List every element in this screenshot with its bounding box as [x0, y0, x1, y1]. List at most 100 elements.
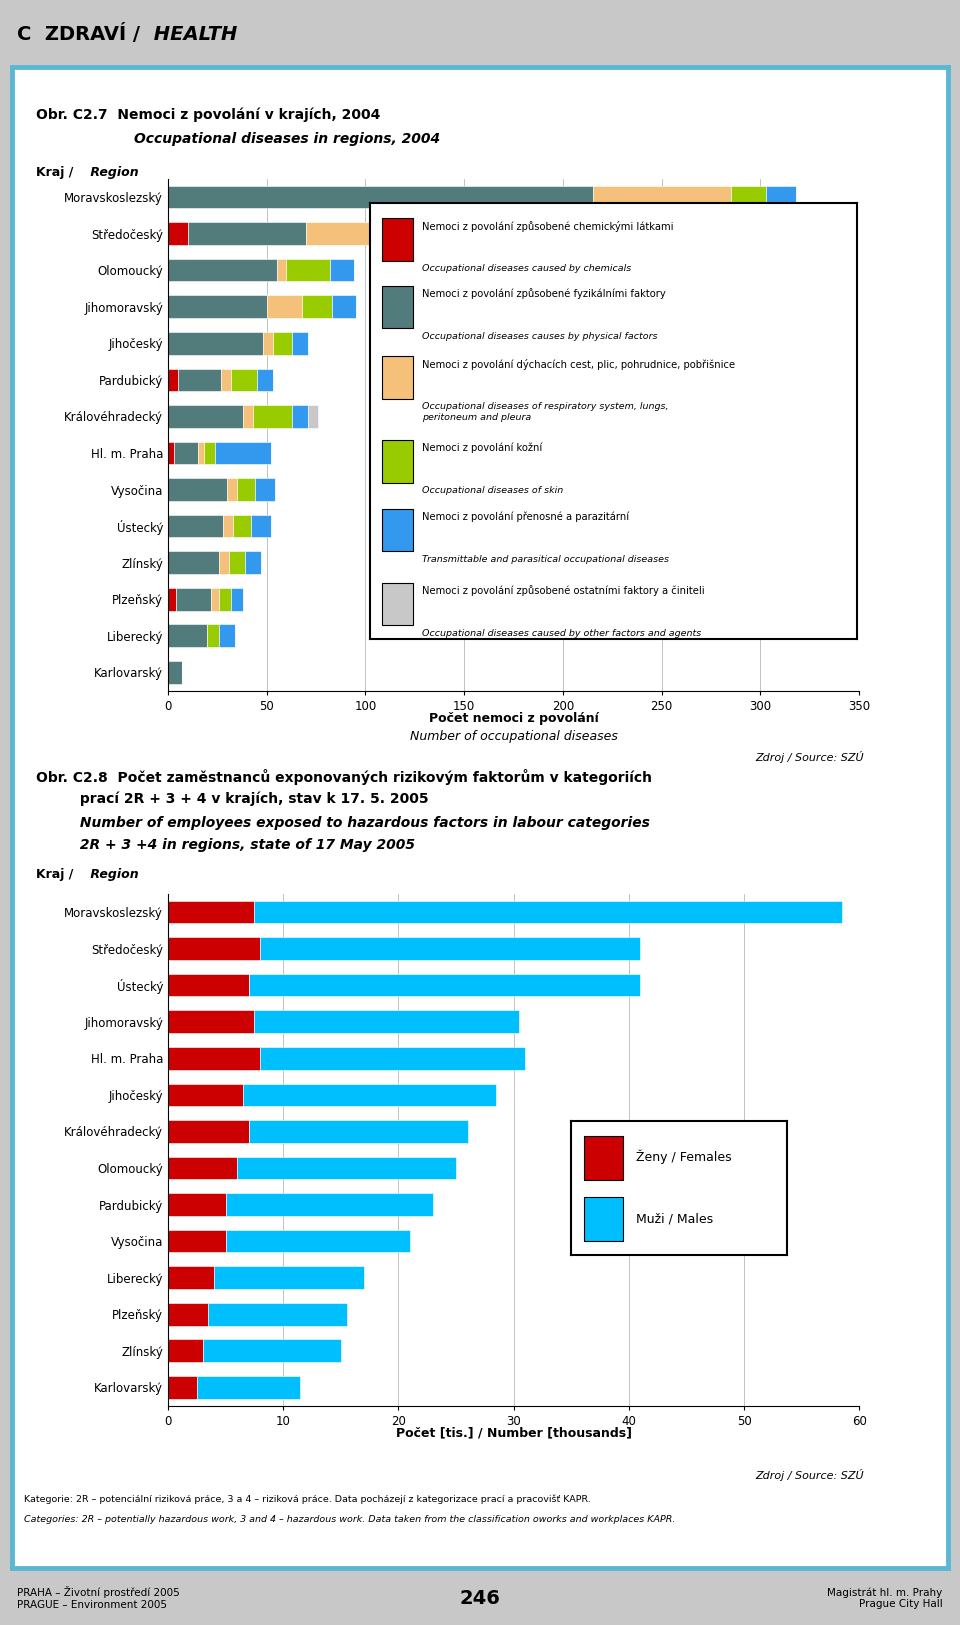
Bar: [273, 332, 293, 354]
Bar: [168, 478, 228, 500]
Text: Kraj /: Kraj /: [36, 166, 74, 179]
Text: C  ZDRAVÍ /: C ZDRAVÍ /: [17, 24, 140, 44]
Text: Occupational diseases causes by physical factors: Occupational diseases causes by physical…: [422, 332, 658, 341]
Text: HEALTH: HEALTH: [147, 24, 237, 44]
Bar: [168, 223, 188, 245]
Bar: [168, 1011, 254, 1034]
Text: Occupational diseases caused by chemicals: Occupational diseases caused by chemical…: [422, 265, 632, 273]
Bar: [168, 369, 178, 392]
Bar: [198, 442, 204, 465]
Bar: [382, 583, 414, 626]
Text: Transmittable and parasitical occupational diseases: Transmittable and parasitical occupation…: [422, 554, 669, 564]
Bar: [382, 218, 414, 262]
Bar: [207, 624, 219, 647]
Bar: [168, 1339, 203, 1362]
Bar: [168, 1303, 208, 1326]
Bar: [382, 356, 414, 398]
Bar: [584, 1198, 623, 1242]
Bar: [237, 1157, 456, 1180]
Text: Nemoci z povolání dýchacích cest, plic, pohrudnice, pobřišnice: Nemoci z povolání dýchacích cest, plic, …: [422, 359, 735, 369]
Text: Nemoci z povolání způsobené ostatními faktory a činiteli: Nemoci z povolání způsobené ostatními fa…: [422, 585, 705, 596]
Bar: [168, 551, 219, 574]
Bar: [168, 332, 263, 354]
Bar: [286, 258, 330, 281]
Bar: [168, 1376, 197, 1399]
Bar: [276, 258, 286, 281]
Text: Occupational diseases in regions, 2004: Occupational diseases in regions, 2004: [134, 132, 441, 146]
Bar: [251, 515, 271, 538]
Bar: [249, 973, 640, 996]
Bar: [306, 223, 465, 245]
Text: Nemoci z povolání způsobené fyzikálními faktory: Nemoci z povolání způsobené fyzikálními …: [422, 288, 666, 299]
Bar: [214, 1266, 364, 1289]
Text: Obr. C2.8  Počet zaměstnanců exponovaných rizikovým faktorům v kategoriích: Obr. C2.8 Počet zaměstnanců exponovaných…: [36, 769, 653, 785]
Bar: [254, 900, 842, 923]
Bar: [168, 515, 224, 538]
Bar: [168, 900, 254, 923]
Text: Kraj /: Kraj /: [36, 868, 74, 881]
Text: prací 2R + 3 + 4 v krajích, stav k 17. 5. 2005: prací 2R + 3 + 4 v krajích, stav k 17. 5…: [36, 791, 429, 806]
Bar: [168, 1230, 226, 1253]
Bar: [211, 588, 219, 611]
Text: Nemoci z povolání kožní: Nemoci z povolání kožní: [422, 442, 542, 453]
Text: Occupational diseases of respiratory system, lungs,
peritoneum and pleura: Occupational diseases of respiratory sys…: [422, 401, 669, 421]
Text: 246: 246: [460, 1589, 500, 1607]
Bar: [382, 440, 414, 483]
Bar: [226, 1193, 433, 1216]
Bar: [229, 551, 245, 574]
Bar: [249, 1120, 468, 1142]
Bar: [243, 1084, 496, 1107]
Bar: [168, 258, 276, 281]
Text: Obr. C2.7  Nemoci z povolání v krajích, 2004: Obr. C2.7 Nemoci z povolání v krajích, 2…: [36, 107, 381, 122]
Bar: [215, 442, 271, 465]
Bar: [208, 1303, 347, 1326]
Bar: [168, 1084, 243, 1107]
Bar: [237, 478, 255, 500]
Bar: [231, 588, 243, 611]
Bar: [168, 1193, 226, 1216]
Bar: [168, 1046, 260, 1069]
Text: Počet nemoci z povolání: Počet nemoci z povolání: [429, 712, 598, 725]
Bar: [219, 588, 231, 611]
Bar: [168, 1266, 214, 1289]
Bar: [245, 551, 261, 574]
Bar: [188, 223, 306, 245]
Bar: [308, 405, 318, 427]
Bar: [168, 973, 249, 996]
Text: 2R + 3 +4 in regions, state of 17 May 2005: 2R + 3 +4 in regions, state of 17 May 20…: [36, 838, 416, 853]
Bar: [168, 938, 260, 960]
Bar: [197, 1376, 300, 1399]
Text: Zdroj / Source: SZÚ: Zdroj / Source: SZÚ: [756, 1469, 864, 1480]
Bar: [243, 405, 252, 427]
Text: Categories: 2R – potentially hazardous work, 3 and 4 – hazardous work. Data take: Categories: 2R – potentially hazardous w…: [24, 1514, 676, 1524]
Bar: [766, 185, 796, 208]
Text: Occupational diseases caused by other factors and agents: Occupational diseases caused by other fa…: [422, 629, 702, 637]
Bar: [330, 258, 353, 281]
Text: Ženy / Females: Ženy / Females: [636, 1150, 732, 1165]
Bar: [500, 223, 536, 245]
Bar: [168, 405, 243, 427]
Bar: [267, 296, 302, 318]
Text: Zdroj / Source: SZÚ: Zdroj / Source: SZÚ: [756, 751, 864, 762]
Bar: [252, 405, 293, 427]
Bar: [168, 1120, 249, 1142]
Bar: [260, 1046, 525, 1069]
Bar: [382, 286, 414, 328]
Bar: [219, 551, 229, 574]
Bar: [257, 369, 273, 392]
Bar: [168, 624, 207, 647]
Bar: [228, 478, 237, 500]
Bar: [465, 223, 500, 245]
Bar: [178, 369, 222, 392]
Bar: [226, 1230, 410, 1253]
Bar: [176, 588, 211, 611]
Text: Occupational diseases of skin: Occupational diseases of skin: [422, 486, 564, 496]
Bar: [584, 1136, 623, 1180]
Bar: [224, 515, 233, 538]
Bar: [233, 515, 251, 538]
Bar: [168, 296, 267, 318]
Text: Nemoci z povolání přenosné a parazitární: Nemoci z povolání přenosné a parazitární: [422, 510, 630, 522]
Bar: [293, 405, 308, 427]
Bar: [254, 1011, 519, 1034]
Bar: [263, 332, 273, 354]
